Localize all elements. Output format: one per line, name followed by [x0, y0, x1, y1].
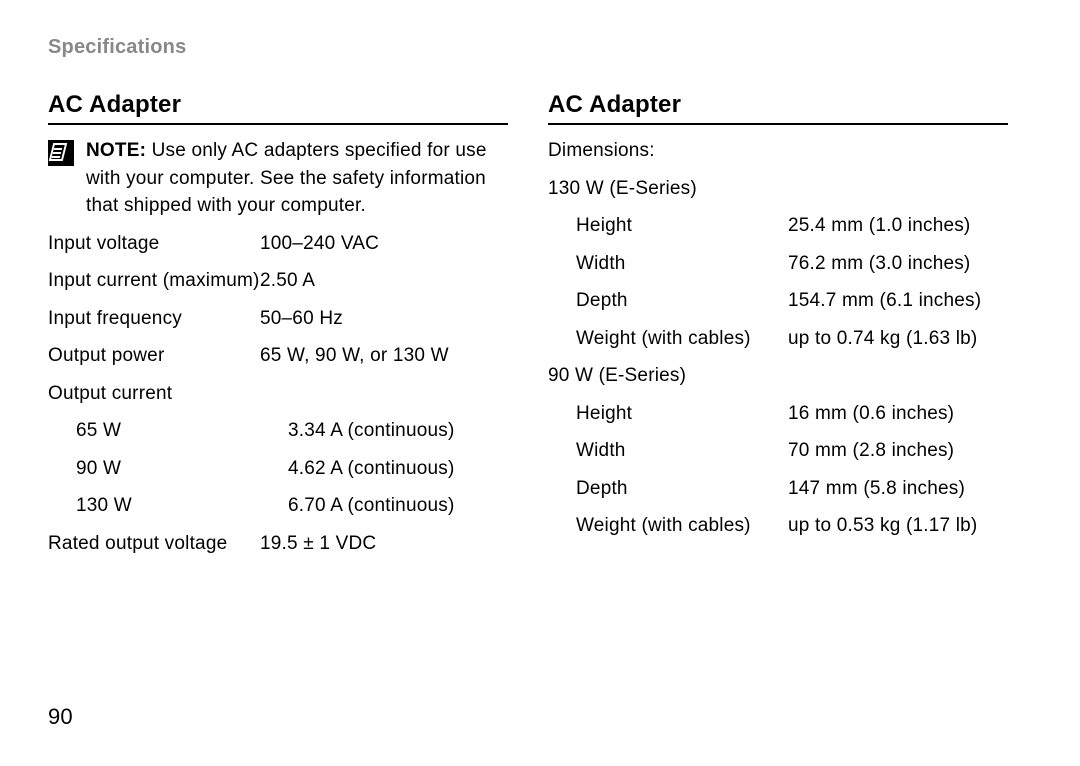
spec-value: 3.34 A (continuous)	[288, 417, 508, 445]
section-title-left: AC Adapter	[48, 91, 508, 119]
spec-label: Width	[548, 437, 788, 465]
spec-value	[260, 380, 508, 408]
spec-row: Height 25.4 mm (1.0 inches)	[548, 212, 1008, 240]
spec-row: 90 W 4.62 A (continuous)	[48, 455, 508, 483]
spec-row: Output current	[48, 380, 508, 408]
spec-value: up to 0.53 kg (1.17 lb)	[788, 512, 1008, 540]
spec-label: Weight (with cables)	[548, 512, 788, 540]
spec-value: 100–240 VAC	[260, 230, 508, 258]
section-rule-left	[48, 123, 508, 125]
section-title-right: AC Adapter	[548, 91, 1008, 119]
note-box: NOTE: Use only AC adapters specified for…	[48, 137, 508, 220]
right-column: AC Adapter Dimensions: 130 W (E-Series) …	[548, 91, 1008, 568]
spec-label: Input frequency	[48, 305, 260, 333]
spec-label: Input current (maximum)	[48, 267, 260, 295]
spec-label: 130 W	[48, 492, 288, 520]
spec-label: Output power	[48, 342, 260, 370]
spec-value: 76.2 mm (3.0 inches)	[788, 250, 1008, 278]
spec-row: Output power 65 W, 90 W, or 130 W	[48, 342, 508, 370]
spec-row: 130 W 6.70 A (continuous)	[48, 492, 508, 520]
spec-label: Width	[548, 250, 788, 278]
page: Specifications AC Adapter NOTE: Use only…	[0, 0, 1080, 766]
spec-label: Rated output voltage	[48, 530, 260, 558]
section-rule-right	[548, 123, 1008, 125]
spec-row: Weight (with cables) up to 0.74 kg (1.63…	[548, 325, 1008, 353]
note-label: NOTE:	[86, 140, 146, 161]
spec-row: Input voltage 100–240 VAC	[48, 230, 508, 258]
note-icon	[48, 140, 74, 166]
spec-label: Output current	[48, 380, 260, 408]
spec-row: Input current (maximum) 2.50 A	[48, 267, 508, 295]
left-column: AC Adapter NOTE: Use only AC adapters sp…	[48, 91, 508, 568]
spec-value: 65 W, 90 W, or 130 W	[260, 342, 508, 370]
spec-value: 25.4 mm (1.0 inches)	[788, 212, 1008, 240]
group-header: 130 W (E-Series)	[548, 175, 1008, 203]
note-body: Use only AC adapters specified for use w…	[86, 140, 487, 216]
spec-row: 65 W 3.34 A (continuous)	[48, 417, 508, 445]
spec-row: Width 76.2 mm (3.0 inches)	[548, 250, 1008, 278]
group-header: Dimensions:	[548, 137, 1008, 165]
spec-row: Depth 154.7 mm (6.1 inches)	[548, 287, 1008, 315]
group-header: 90 W (E-Series)	[548, 362, 1008, 390]
spec-row: Height 16 mm (0.6 inches)	[548, 400, 1008, 428]
page-number: 90	[48, 704, 73, 730]
spec-value: 16 mm (0.6 inches)	[788, 400, 1008, 428]
spec-value: 147 mm (5.8 inches)	[788, 475, 1008, 503]
spec-label: 65 W	[48, 417, 288, 445]
spec-label: Height	[548, 400, 788, 428]
spec-row: Rated output voltage 19.5 ± 1 VDC	[48, 530, 508, 558]
spec-label: Depth	[548, 475, 788, 503]
spec-row: Weight (with cables) up to 0.53 kg (1.17…	[548, 512, 1008, 540]
spec-row: Width 70 mm (2.8 inches)	[548, 437, 1008, 465]
spec-value: 50–60 Hz	[260, 305, 508, 333]
note-text: NOTE: Use only AC adapters specified for…	[86, 137, 508, 220]
spec-value: 2.50 A	[260, 267, 508, 295]
breadcrumb: Specifications	[48, 36, 1032, 59]
spec-label: Input voltage	[48, 230, 260, 258]
spec-label: Height	[548, 212, 788, 240]
spec-value: 4.62 A (continuous)	[288, 455, 508, 483]
spec-value: 6.70 A (continuous)	[288, 492, 508, 520]
spec-label: 90 W	[48, 455, 288, 483]
columns: AC Adapter NOTE: Use only AC adapters sp…	[48, 91, 1032, 568]
spec-value: 154.7 mm (6.1 inches)	[788, 287, 1008, 315]
spec-value: up to 0.74 kg (1.63 lb)	[788, 325, 1008, 353]
spec-label: Depth	[548, 287, 788, 315]
spec-row: Depth 147 mm (5.8 inches)	[548, 475, 1008, 503]
spec-row: Input frequency 50–60 Hz	[48, 305, 508, 333]
spec-value: 19.5 ± 1 VDC	[260, 530, 508, 558]
spec-label: Weight (with cables)	[548, 325, 788, 353]
spec-value: 70 mm (2.8 inches)	[788, 437, 1008, 465]
